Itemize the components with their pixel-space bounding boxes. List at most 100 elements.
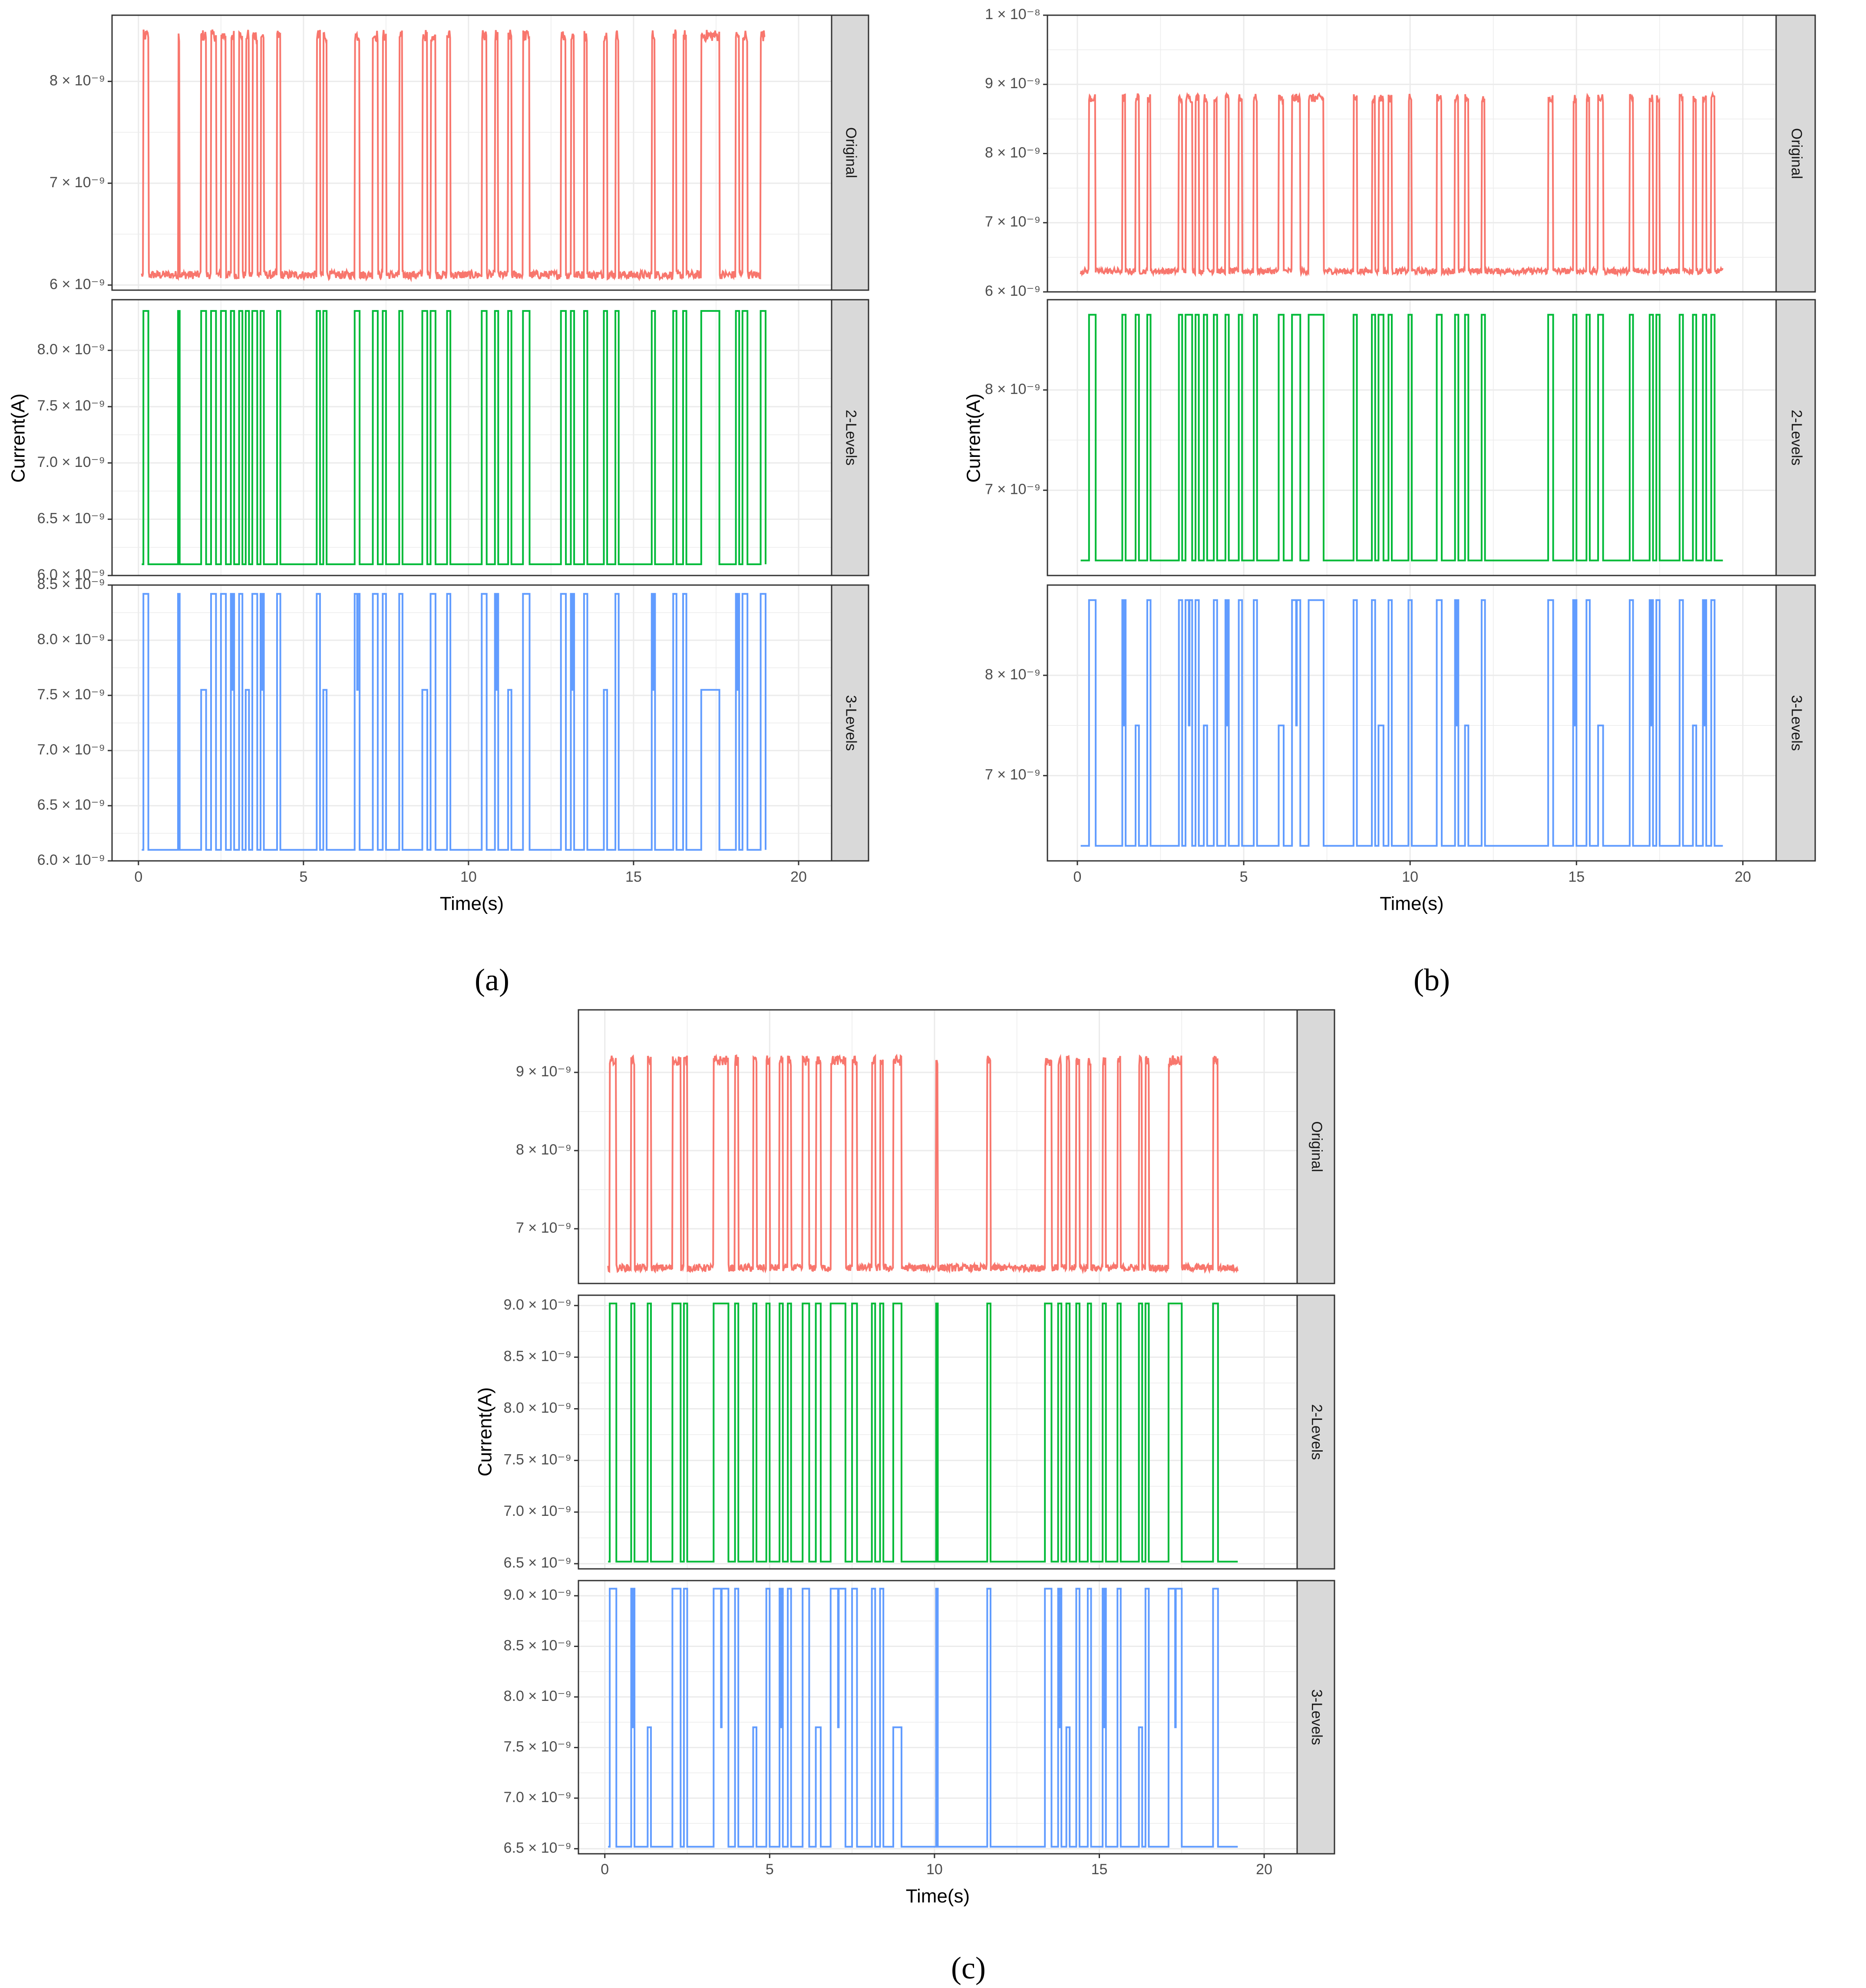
y-axis-title: Current(A) [963,394,984,483]
x-tick-label: 20 [790,869,807,885]
facet-strip [1296,1580,1335,1855]
series-line-2-levels [608,1303,1238,1563]
y-tick-label: 8 × 10⁻⁹ [985,381,1040,397]
series-line-original [141,29,766,282]
y-axis-title: Current(A) [475,1387,496,1476]
series-line-3-levels [142,593,766,851]
x-tick-label: 5 [766,1861,774,1878]
y-tick-label: 8 × 10⁻⁹ [50,72,105,89]
facet-strip [1775,14,1816,293]
panel-background [112,15,832,290]
y-tick-label: 7 × 10⁻⁹ [985,214,1040,230]
y-tick-label: 8.5 × 10⁻⁹ [504,1637,571,1654]
y-tick-label: 8.0 × 10⁻⁹ [37,631,105,648]
y-tick-label: 7.5 × 10⁻⁹ [504,1738,571,1755]
facet-strip [1296,1009,1335,1284]
facet-strip [831,584,869,862]
subfigure-label-b: (b) [1414,963,1450,997]
y-tick-label: 9.0 × 10⁻⁹ [504,1587,571,1603]
y-tick-label: 7.0 × 10⁻⁹ [37,741,105,758]
y-tick-label: 6.5 × 10⁻⁹ [37,510,105,526]
y-tick-label: 6.5 × 10⁻⁹ [504,1839,571,1856]
facet-strip [1775,584,1816,862]
facet-b-3-levels: 3-Levels 7 × 10⁻⁹ 8 × 10⁻⁹ 0 5 10 15 20 [985,584,1816,885]
facet-strip-label: 2-Levels [1308,1404,1325,1460]
series-line-2-levels [142,310,766,566]
chart-b: Original 6 × 10⁻⁹ 7 × 10⁻⁹ 8 × 10⁻⁹ 9 × 10⁻⁹… [963,6,1816,914]
y-tick-label: 9 × 10⁻⁹ [516,1063,571,1080]
series-line-original [607,1053,1239,1274]
y-tick-label: 1 × 10⁻⁸ [985,6,1040,23]
y-tick-label: 7 × 10⁻⁹ [985,481,1040,498]
chart-a: Original 6 × 10⁻⁹ 7 × 10⁻⁹ 8 × 10⁻⁹ 2-Levels… [8,14,869,914]
y-tick-label: 8 × 10⁻⁹ [516,1141,571,1158]
facet-strip [1296,1294,1335,1570]
y-tick-label: 9 × 10⁻⁹ [985,75,1040,92]
y-tick-label: 7.0 × 10⁻⁹ [504,1789,571,1806]
x-tick-label: 0 [134,869,142,885]
x-tick-label: 10 [1402,869,1418,885]
y-tick-label: 8 × 10⁻⁹ [985,666,1040,683]
x-tick-label: 5 [1240,869,1248,885]
chart-c: Original 7 × 10⁻⁹ 8 × 10⁻⁹ 9 × 10⁻⁹ 2-Levels… [475,1009,1335,1907]
facet-strip-label: Original [1308,1121,1325,1172]
subfigure-label-c: (c) [951,1951,986,1985]
y-tick-label: 8.0 × 10⁻⁹ [504,1399,571,1416]
y-tick-label: 8.5 × 10⁻⁹ [504,1348,571,1365]
facet-strip-label: Original [1788,128,1805,179]
x-tick-label: 15 [1091,1861,1108,1878]
facet-a-original: Original 6 × 10⁻⁹ 7 × 10⁻⁹ 8 × 10⁻⁹ [50,14,869,292]
x-tick-label: 15 [625,869,642,885]
x-tick-label: 10 [926,1861,943,1878]
y-tick-label: 6.5 × 10⁻⁹ [504,1555,571,1571]
facet-a-3-levels: 3-Levels 6.0 × 10⁻⁹ 6.5 × 10⁻⁹ 7.0 × 10⁻⁹ 7.… [37,576,869,885]
y-tick-label: 6 × 10⁻⁹ [985,283,1040,299]
y-tick-label: 7.5 × 10⁻⁹ [37,686,105,703]
y-tick-label: 7 × 10⁻⁹ [50,174,105,191]
y-axis-title: Current(A) [8,394,29,483]
facet-strip-label: 2-Levels [1788,410,1805,466]
subfigure-label-a: (a) [475,963,509,997]
x-tick-label: 0 [601,1861,609,1878]
facet-strip-label: Original [843,127,859,178]
facet-a-2-levels: 2-Levels 6.0 × 10⁻⁹ 6.5 × 10⁻⁹ 7.0 × 10⁻⁹ 7.… [37,299,869,583]
facet-c-3-levels: 3-Levels 6.5 × 10⁻⁹ 7.0 × 10⁻⁹ 7.5 × 10⁻⁹ 8.… [504,1580,1335,1878]
y-tick-label: 6.0 × 10⁻⁹ [37,566,105,583]
series-line-original [1080,90,1724,278]
facet-strip-label: 3-Levels [1308,1689,1325,1745]
y-tick-label: 8.0 × 10⁻⁹ [504,1688,571,1704]
y-tick-label: 6.0 × 10⁻⁹ [37,852,105,868]
y-tick-label: 7 × 10⁻⁹ [516,1220,571,1236]
facet-strip [1775,299,1816,576]
y-tick-label: 7.5 × 10⁻⁹ [504,1451,571,1468]
x-tick-label: 10 [460,869,477,885]
facet-strip [831,14,869,291]
y-tick-label: 6 × 10⁻⁹ [50,276,105,292]
x-tick-label: 0 [1073,869,1081,885]
y-tick-label: 6.5 × 10⁻⁹ [37,797,105,813]
y-tick-label: 7.5 × 10⁻⁹ [37,397,105,414]
panel-background [112,300,832,576]
y-tick-label: 8 × 10⁻⁹ [985,144,1040,161]
x-tick-label: 5 [299,869,307,885]
facet-c-original: Original 7 × 10⁻⁹ 8 × 10⁻⁹ 9 × 10⁻⁹ [516,1009,1335,1284]
x-tick-label: 15 [1568,869,1585,885]
x-tick-label: 20 [1734,869,1751,885]
facet-strip-label: 3-Levels [1788,695,1805,751]
y-tick-label: 7.0 × 10⁻⁹ [504,1503,571,1519]
facet-strip [831,299,869,576]
y-tick-label: 8.0 × 10⁻⁹ [37,341,105,358]
facet-b-original: Original 6 × 10⁻⁹ 7 × 10⁻⁹ 8 × 10⁻⁹ 9 × 10⁻⁹… [985,6,1816,299]
facet-strip-label: 2-Levels [843,410,859,466]
facet-strip-label: 3-Levels [843,695,859,751]
x-axis-title: Time(s) [906,1885,970,1907]
facet-b-2-levels: 2-Levels 7 × 10⁻⁹ 8 × 10⁻⁹ [985,299,1816,576]
series-line-3-levels [1080,599,1723,847]
y-tick-label: 7.0 × 10⁻⁹ [37,454,105,470]
y-tick-label: 7 × 10⁻⁹ [985,767,1040,783]
series-line-3-levels [608,1588,1238,1848]
series-line-2-levels [1080,314,1723,562]
y-tick-label: 9.0 × 10⁻⁹ [504,1297,571,1313]
x-axis-title: Time(s) [440,893,504,914]
